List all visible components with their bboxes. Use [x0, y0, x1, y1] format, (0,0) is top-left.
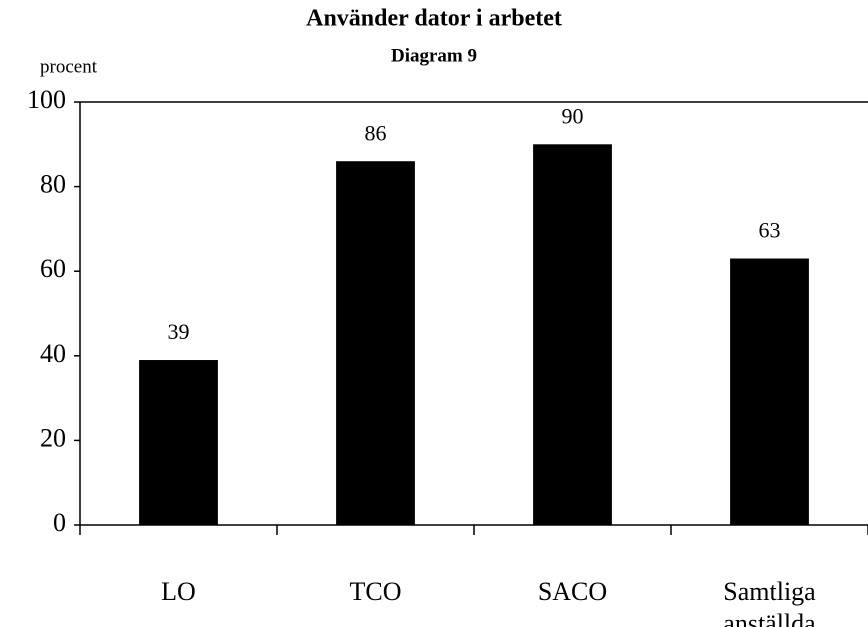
- data-label: 39: [168, 319, 190, 344]
- x-tick-label: LO: [161, 577, 196, 606]
- y-tick-label: 40: [40, 339, 66, 368]
- y-tick-label: 0: [53, 508, 66, 537]
- y-axis-label: procent: [40, 56, 98, 77]
- bar: [730, 258, 809, 525]
- x-tick-label: Samtliga anställda: [723, 577, 816, 627]
- y-tick-label: 20: [40, 423, 66, 452]
- bar: [336, 161, 415, 525]
- y-tick-label: 60: [40, 254, 66, 283]
- data-label: 63: [759, 218, 781, 243]
- x-tick-label: TCO: [349, 577, 402, 606]
- y-tick-label: 100: [27, 85, 66, 114]
- x-tick-label: SACO: [537, 577, 608, 606]
- chart-subtitle: Diagram 9: [391, 45, 477, 66]
- y-tick-label: 80: [40, 170, 66, 199]
- data-label: 86: [365, 120, 387, 145]
- data-label: 90: [562, 103, 584, 128]
- bar: [533, 144, 612, 526]
- chart-title: Använder dator i arbetet: [306, 6, 562, 32]
- bar: [139, 360, 218, 525]
